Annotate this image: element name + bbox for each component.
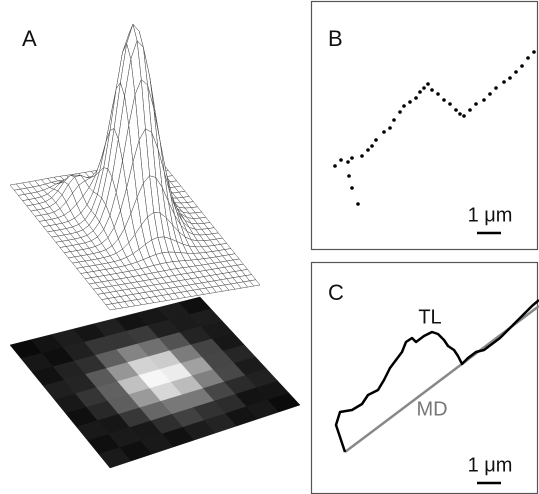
dot: [514, 70, 518, 74]
line-label: MD: [416, 398, 447, 420]
dot: [374, 138, 378, 142]
panel-label: A: [22, 26, 37, 51]
figure: A B 1 μm C TL MD 1 μm: [0, 0, 539, 494]
trace-label: TL: [418, 306, 441, 328]
dot: [346, 160, 350, 164]
dot: [392, 118, 396, 122]
dot: [426, 82, 430, 86]
dot: [520, 64, 524, 68]
dot: [488, 92, 492, 96]
dot: [382, 130, 386, 134]
dot: [360, 154, 364, 158]
dot: [430, 88, 434, 92]
dot: [398, 110, 402, 114]
dot: [339, 158, 343, 162]
dot: [474, 102, 478, 106]
dot: [482, 98, 486, 102]
dot: [402, 104, 406, 108]
dot: [462, 114, 466, 118]
dot: [442, 98, 446, 102]
dot: [532, 50, 536, 54]
dot: [436, 92, 440, 96]
dot: [333, 164, 337, 168]
dot: [458, 112, 462, 116]
dot: [468, 108, 472, 112]
scale-label: 1 μm: [468, 454, 513, 476]
dot: [508, 76, 512, 80]
panel-label: B: [328, 26, 343, 51]
dot: [414, 96, 418, 100]
dot: [408, 100, 412, 104]
dot: [366, 148, 370, 152]
dot: [347, 174, 351, 178]
dot: [356, 202, 360, 206]
panel-label: C: [328, 280, 344, 305]
dot: [370, 144, 374, 148]
dot: [454, 108, 458, 112]
dot: [418, 90, 422, 94]
dot: [448, 102, 452, 106]
dot: [422, 86, 426, 90]
dot: [388, 126, 392, 130]
scale-label: 1 μm: [468, 204, 513, 226]
dot: [494, 86, 498, 90]
dot: [526, 56, 530, 60]
dot: [350, 186, 354, 190]
dot: [350, 156, 354, 160]
dot: [502, 80, 506, 84]
